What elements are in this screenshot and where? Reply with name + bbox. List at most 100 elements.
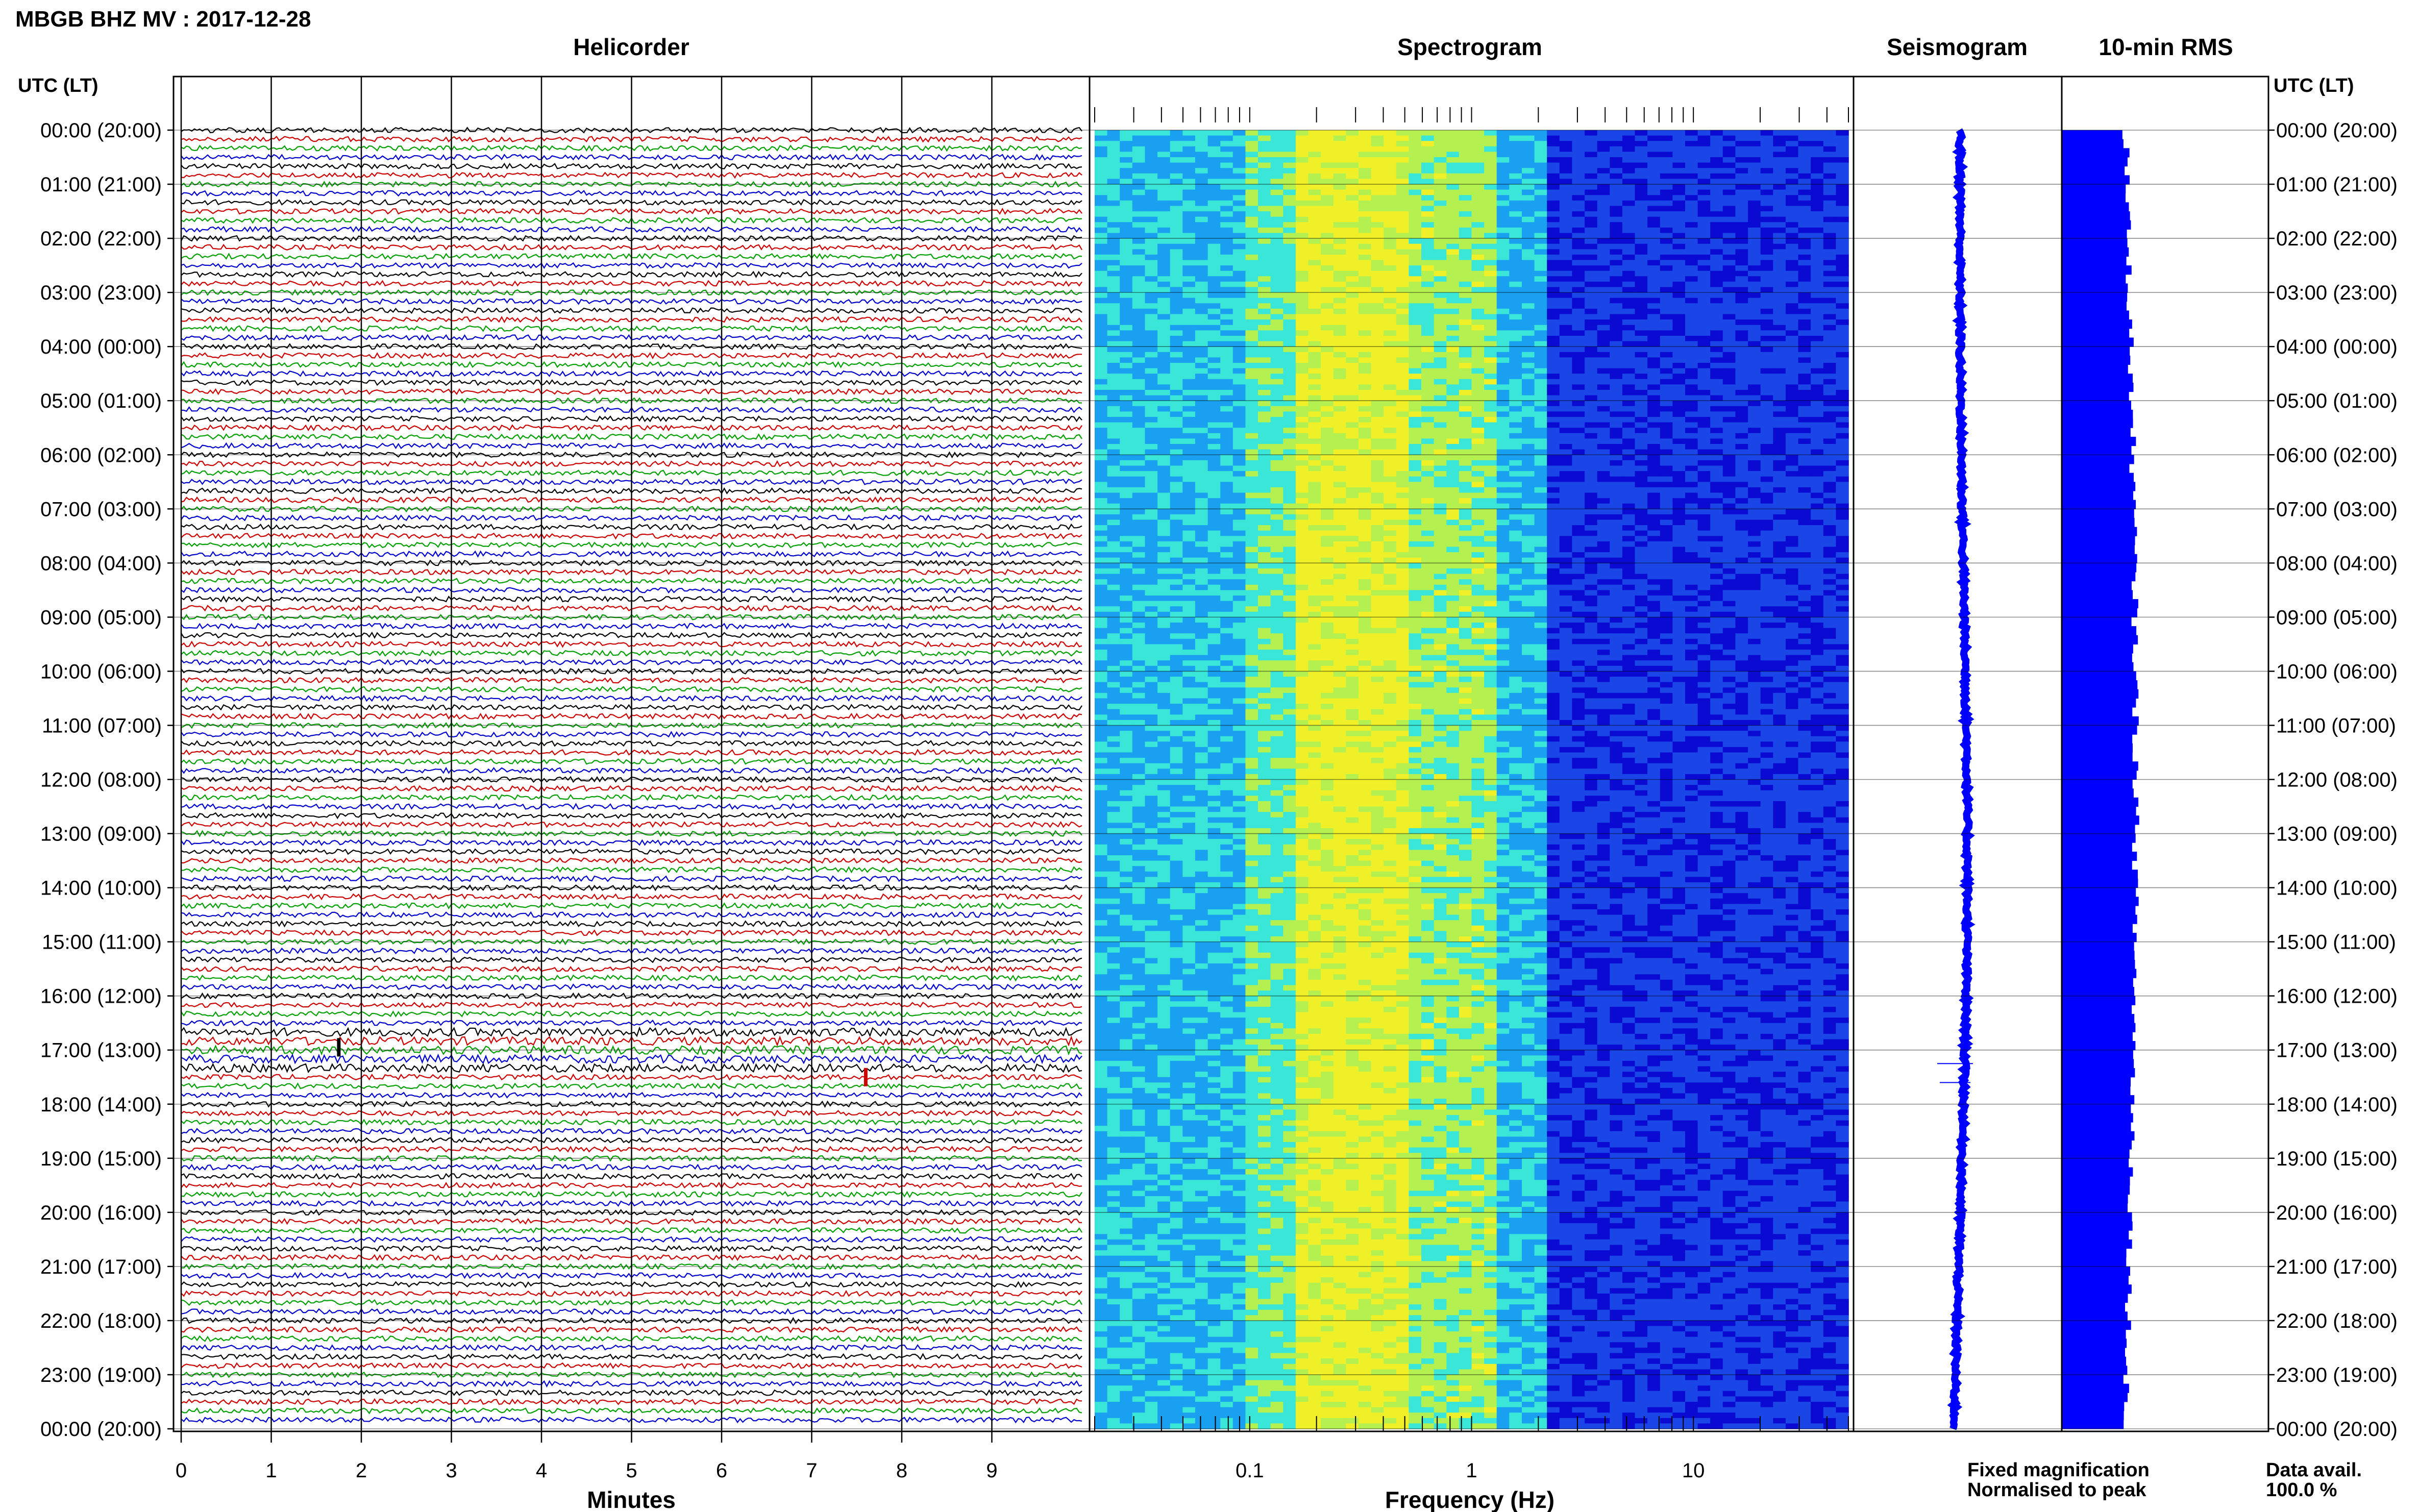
- spectrogram-cell: [1647, 168, 1661, 174]
- spectrogram-cell: [1232, 574, 1246, 580]
- spectrogram-cell: [1396, 238, 1410, 244]
- spectrogram-cell: [1283, 303, 1296, 309]
- spectrogram-cell: [1232, 557, 1246, 563]
- spectrogram-cell: [1610, 233, 1623, 239]
- spectrogram-cell: [1509, 357, 1522, 363]
- spectrogram-cell: [1207, 509, 1221, 515]
- spectrogram-cell: [1396, 428, 1410, 434]
- spectrogram-cell: [1245, 574, 1258, 580]
- spectrogram-cell: [1107, 438, 1120, 444]
- spectrogram-cell: [1220, 179, 1233, 185]
- spectrogram-cell: [1760, 574, 1774, 580]
- spectrogram-cell: [1446, 222, 1460, 228]
- spectrogram-cell: [1773, 455, 1786, 461]
- spectrogram-cell: [1434, 157, 1447, 163]
- spectrogram-cell: [1182, 525, 1196, 531]
- spectrogram-cell: [1095, 460, 1108, 466]
- spectrogram-cell: [1635, 141, 1648, 147]
- spectrogram-cell: [1710, 363, 1723, 369]
- spectrogram-cell: [1773, 254, 1786, 261]
- spectrogram-cell: [1672, 308, 1686, 315]
- spectrogram-cell: [1597, 444, 1611, 450]
- spectrogram-cell: [1245, 168, 1258, 174]
- spectrogram-cell: [1685, 525, 1698, 531]
- spectrogram-cell: [1660, 568, 1673, 575]
- spectrogram-cell: [1471, 476, 1485, 482]
- spectrogram-cell: [1559, 519, 1573, 526]
- spectrogram-cell: [1496, 557, 1510, 563]
- spectrogram-cell: [1836, 200, 1849, 207]
- spectrogram-cell: [1120, 330, 1133, 336]
- spectrogram-cell: [1660, 227, 1673, 234]
- spectrogram-cell: [1760, 411, 1774, 417]
- spectrogram-cell: [1283, 444, 1296, 450]
- spectrogram-cell: [1484, 379, 1497, 385]
- spectrogram-cell: [1258, 455, 1271, 461]
- spectrogram-cell: [1220, 162, 1233, 168]
- spectrogram-cell: [1421, 374, 1435, 380]
- spectrogram-cell: [1120, 547, 1133, 553]
- spectrogram-cell: [1258, 314, 1271, 320]
- spectrogram-cell: [1735, 270, 1748, 277]
- spectrogram-cell: [1220, 238, 1233, 244]
- spectrogram-cell: [1735, 357, 1748, 363]
- spectrogram-cell: [1585, 330, 1598, 336]
- spectrogram-cell: [1207, 476, 1221, 482]
- spectrogram-cell: [1409, 152, 1422, 158]
- spectrogram-cell: [1622, 417, 1636, 423]
- spectrogram-cell: [1647, 384, 1661, 390]
- spectrogram-cell: [1484, 411, 1497, 417]
- spectrogram-cell: [1823, 130, 1837, 136]
- spectrogram-cell: [1785, 525, 1799, 531]
- spectrogram-cell: [1585, 135, 1598, 141]
- spectrogram-cell: [1585, 189, 1598, 195]
- spectrogram-cell: [1585, 471, 1598, 477]
- spectrogram-cell: [1409, 422, 1422, 428]
- spectrogram-cell: [1647, 433, 1661, 439]
- spectrogram-cell: [1421, 384, 1435, 390]
- spectrogram-cell: [1534, 308, 1547, 315]
- spectrogram-cell: [1735, 460, 1748, 466]
- spectrogram-cell: [1785, 325, 1799, 331]
- spectrogram-cell: [1295, 390, 1309, 396]
- spectrogram-cell: [1245, 227, 1258, 234]
- spectrogram-cell: [1748, 363, 1761, 369]
- spectrogram-cell: [1157, 227, 1171, 234]
- spectrogram-cell: [1748, 303, 1761, 309]
- spectrogram-cell: [1409, 574, 1422, 580]
- spectrogram-cell: [1811, 146, 1824, 152]
- spectrogram-cell: [1207, 254, 1221, 261]
- spectrogram-cell: [1409, 438, 1422, 444]
- spectrogram-cell: [1509, 184, 1522, 190]
- spectrogram-cell: [1496, 325, 1510, 331]
- spectrogram-cell: [1760, 563, 1774, 569]
- spectrogram-cell: [1522, 357, 1535, 363]
- spectrogram-cell: [1748, 184, 1761, 190]
- spectrogram-cell: [1559, 184, 1573, 190]
- spectrogram-cell: [1685, 406, 1698, 412]
- spectrogram-cell: [1195, 276, 1208, 282]
- spectrogram-cell: [1610, 298, 1623, 304]
- spectrogram-cell: [1333, 536, 1347, 542]
- spectrogram-cell: [1308, 541, 1321, 548]
- spectrogram-cell: [1346, 314, 1359, 320]
- spectrogram-cell: [1245, 314, 1258, 320]
- spectrogram-cell: [1157, 363, 1171, 369]
- spectrogram-cell: [1120, 428, 1133, 434]
- spectrogram-cell: [1371, 141, 1384, 147]
- spectrogram-cell: [1760, 254, 1774, 261]
- spectrogram-cell: [1660, 363, 1673, 369]
- spectrogram-cell: [1145, 173, 1158, 179]
- spectrogram-cell: [1522, 314, 1535, 320]
- spectrogram-cell: [1836, 379, 1849, 385]
- spectrogram-cell: [1145, 216, 1158, 222]
- spectrogram-cell: [1572, 557, 1585, 563]
- spectrogram-cell: [1735, 368, 1748, 374]
- spectrogram-cell: [1258, 433, 1271, 439]
- spectrogram-cell: [1522, 482, 1535, 488]
- spectrogram-cell: [1647, 233, 1661, 239]
- spectrogram-cell: [1182, 428, 1196, 434]
- spectrogram-cell: [1647, 330, 1661, 336]
- spectrogram-cell: [1559, 487, 1573, 493]
- spectrogram-cell: [1622, 422, 1636, 428]
